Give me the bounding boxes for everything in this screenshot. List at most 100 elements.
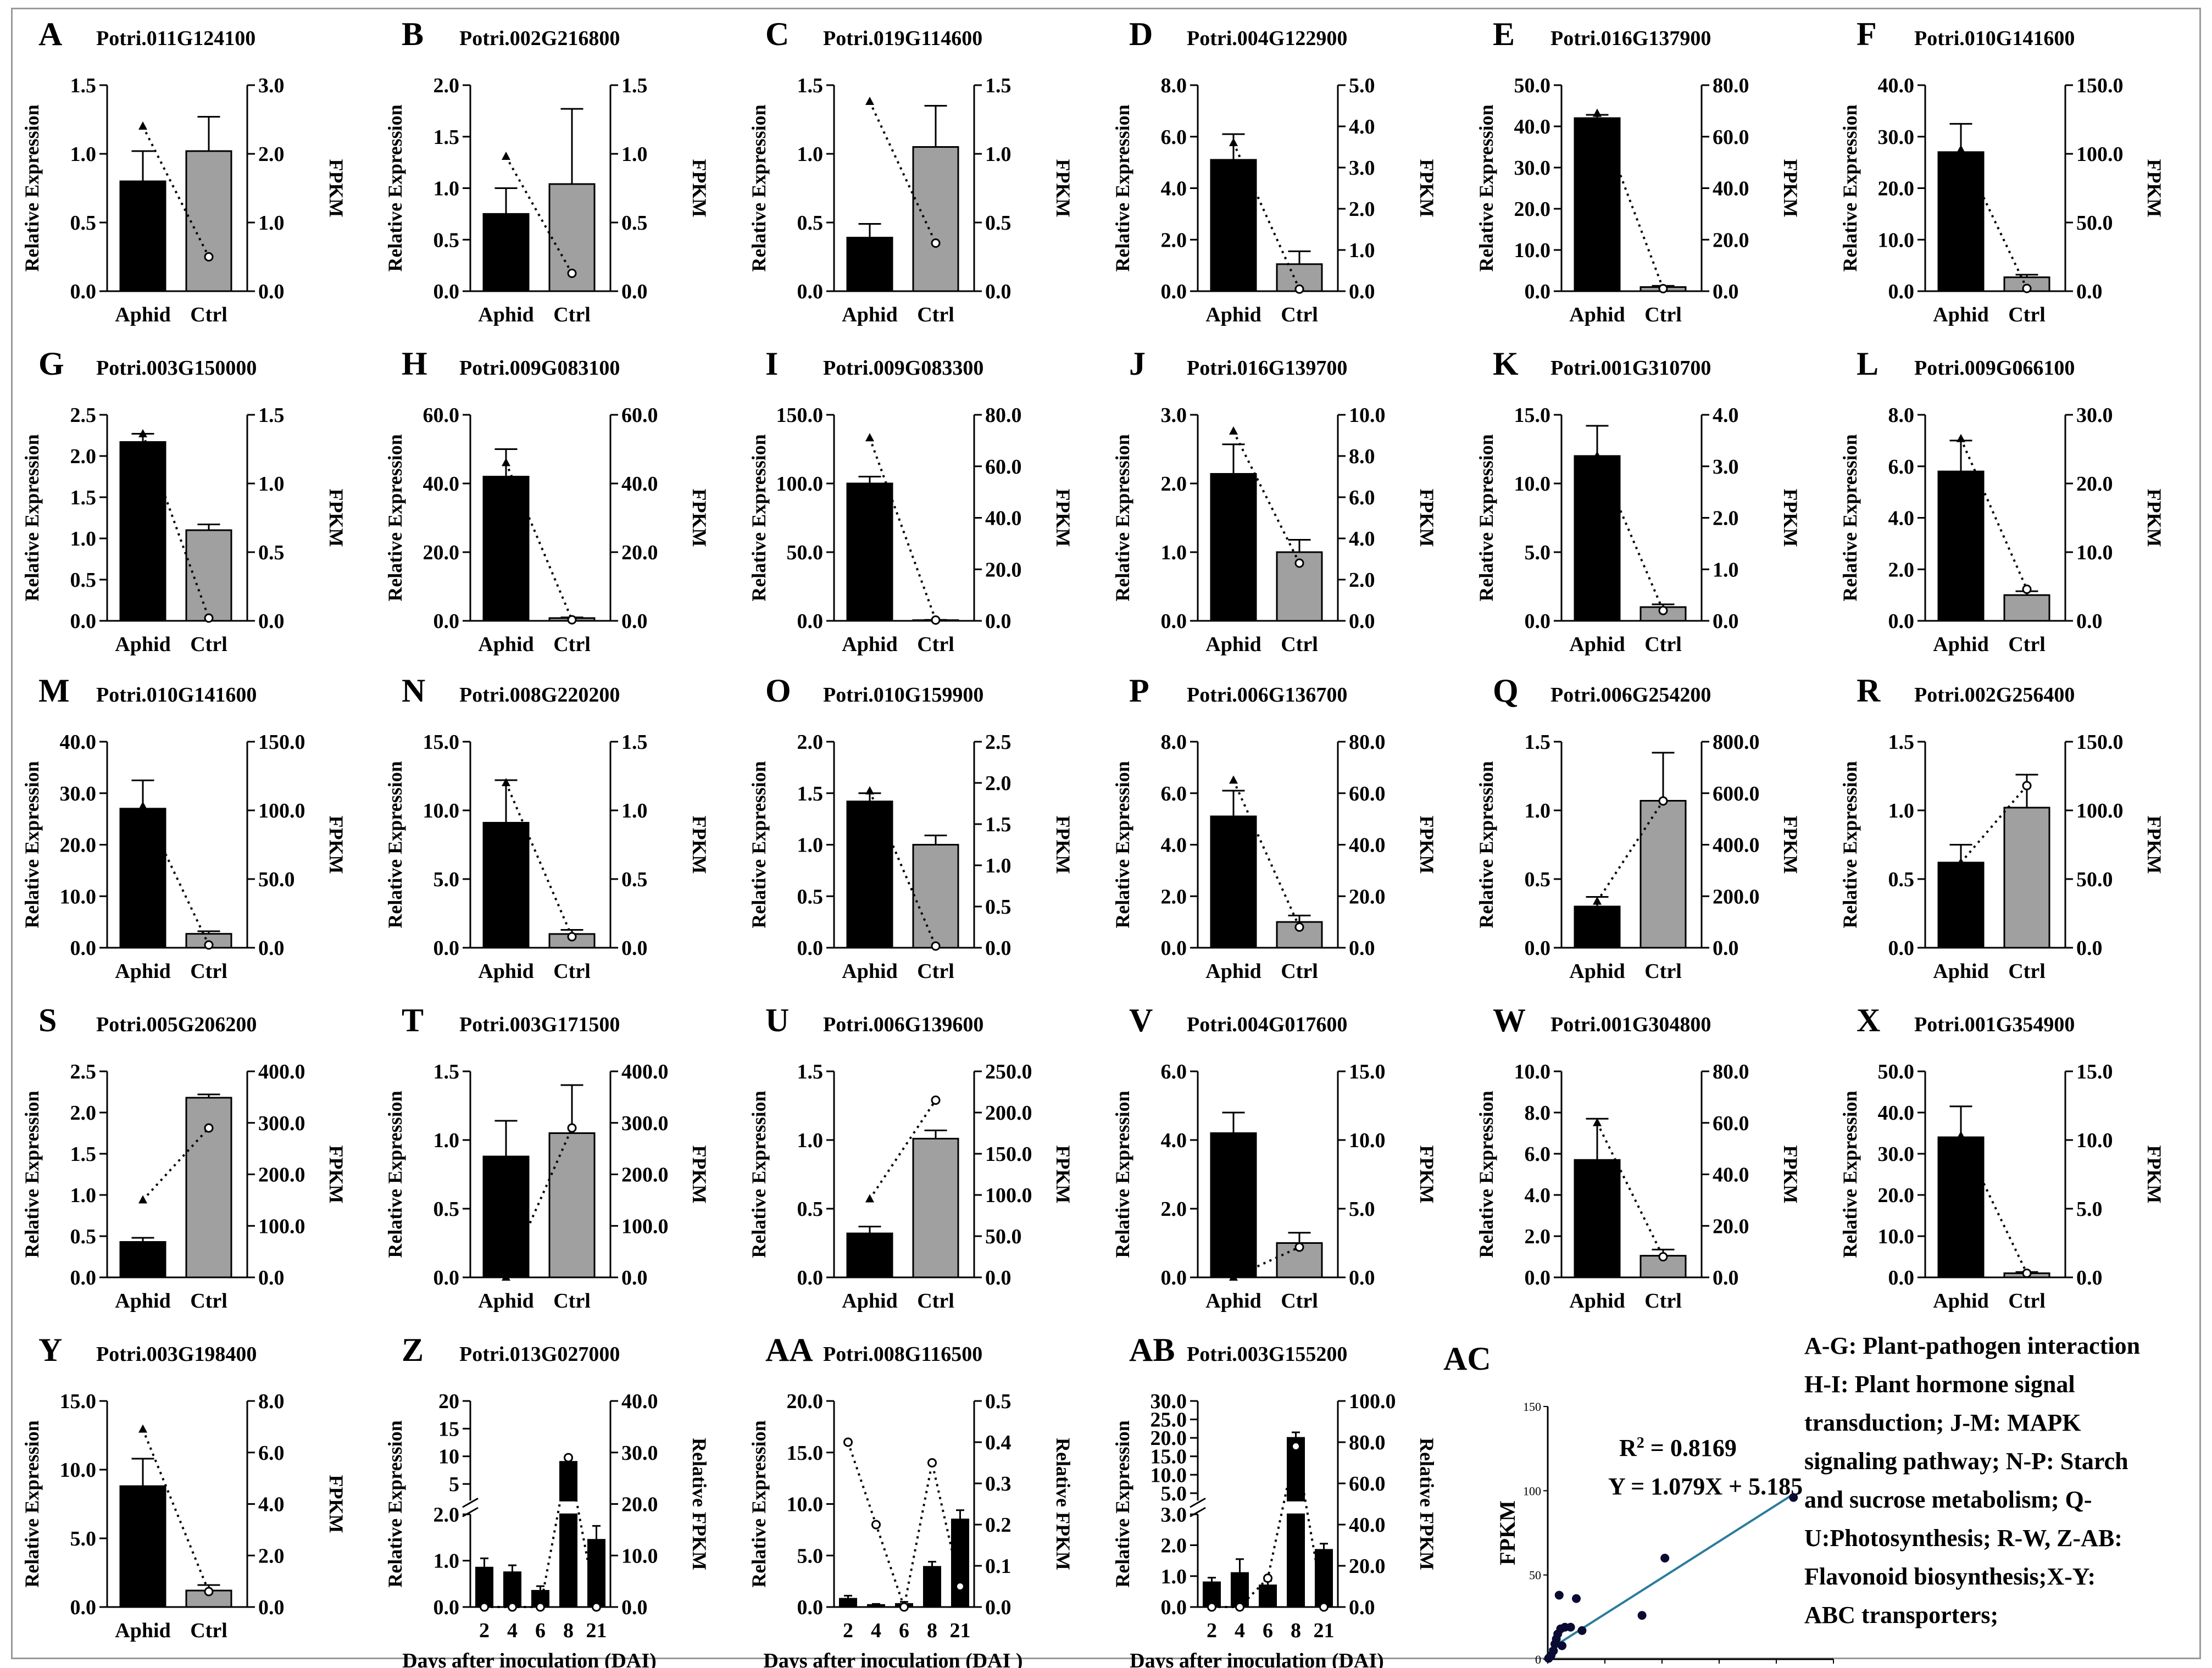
- fpkm-marker-l-0: [1957, 433, 1965, 442]
- legend-line-4: signaling pathway; N-P: Starch: [1804, 1448, 2128, 1475]
- ytick-label-left-m: 0.0: [70, 937, 97, 960]
- panel-title-n: Potri.008G220200: [459, 683, 620, 707]
- xtick-label-ac: 0: [1545, 1666, 1551, 1668]
- ytick-label-left-n: 15.0: [423, 731, 460, 754]
- bar-w-0: [1574, 1159, 1621, 1278]
- ylabel-left-d: Relative Expression: [1111, 104, 1133, 271]
- ylabel-left-n: Relative Expression: [384, 761, 406, 928]
- ytick-label-right-aa: 0.0: [985, 1596, 1011, 1619]
- ytick-label-right-aa: 0.4: [985, 1431, 1011, 1454]
- bar-p-1: [1276, 921, 1323, 949]
- ytick-label-left-g: 2.5: [70, 404, 97, 427]
- ytick-label-left-q: 1.0: [1525, 799, 1551, 822]
- xtick-label-c: Aphid: [842, 303, 897, 326]
- ytick-label-left-k: 15.0: [1514, 404, 1551, 427]
- bar-b-0: [482, 213, 530, 292]
- xtick-label-x: Aphid: [1933, 1289, 1988, 1313]
- fpkm-marker-s-0: [138, 1195, 147, 1204]
- fpkm-line-x: [1960, 1135, 2028, 1274]
- ytick-label-right-k: 3.0: [1713, 455, 1739, 479]
- xtick-label-r: Ctrl: [2008, 960, 2046, 983]
- ytick-label-left-p: 2.0: [1161, 885, 1187, 908]
- ytick-label-right-aa: 0.3: [985, 1472, 1011, 1495]
- fpkm-marker-x-0: [1957, 1131, 1965, 1139]
- xtick-label-l: Ctrl: [2008, 633, 2046, 656]
- panel-title-k: Potri.001G310700: [1550, 357, 1711, 380]
- xtick-label-m: Aphid: [115, 960, 170, 983]
- bar-y-0: [119, 1485, 166, 1608]
- fpkm-marker-z-2: [536, 1602, 545, 1612]
- scatter-point-ac-3: [1549, 1646, 1558, 1655]
- ytick-label-left-b: 0.5: [433, 229, 460, 252]
- fpkm-marker-t-1: [567, 1123, 577, 1133]
- panel-title-q: Potri.006G254200: [1550, 683, 1711, 707]
- ytick-label-right-ab: 60.0: [1349, 1472, 1386, 1495]
- bar-ab-1: [1231, 1572, 1249, 1608]
- ytick-label-right-k: 2.0: [1713, 507, 1739, 530]
- ytick-label-left-h: 0.0: [433, 610, 460, 633]
- fpkm-marker-r-0: [1957, 858, 1965, 866]
- ytick-label-right-d: 2.0: [1349, 198, 1375, 221]
- ytick-label-left-r: 0.0: [1888, 937, 1915, 960]
- xtick-label-m: Ctrl: [190, 960, 227, 983]
- bar-p-0: [1210, 815, 1257, 949]
- ytick-label-right-t: 400.0: [621, 1060, 669, 1083]
- ytick-label-left-c: 1.0: [797, 143, 824, 166]
- ytick-label-right-d: 5.0: [1349, 74, 1375, 97]
- ytick-label-right-b: 0.5: [621, 212, 648, 235]
- pathway-legend: A-G: Plant-pathogen interaction H-I: Pla…: [1804, 1327, 2200, 1634]
- ylabel-left-h: Relative Expression: [384, 434, 406, 601]
- scatter-point-ac-9: [1558, 1641, 1566, 1650]
- ytick-label-left-r: 1.5: [1888, 731, 1915, 754]
- ytick-label-right-c: 1.0: [985, 143, 1011, 166]
- ylabel-right-u: FPKM: [1052, 1146, 1074, 1204]
- ytick-label-left-j: 0.0: [1161, 610, 1187, 633]
- xtick-label-z: 4: [507, 1619, 518, 1642]
- ytick-label-right-w: 20.0: [1713, 1215, 1749, 1238]
- ylabel-right-w: FPKM: [1780, 1146, 1802, 1204]
- fpkm-line-d: [1232, 142, 1300, 290]
- xtick-label-a: Ctrl: [190, 303, 227, 326]
- fpkm-marker-d-1: [1294, 284, 1304, 294]
- fpkm-line-v: [1233, 1246, 1300, 1278]
- fpkm-marker-a-1: [204, 252, 214, 262]
- ytick-label-right-d: 0.0: [1349, 280, 1375, 303]
- fpkm-marker-f-0: [1957, 144, 1965, 153]
- fpkm-marker-p-0: [1229, 775, 1238, 784]
- ytick-label-left-i: 50.0: [787, 541, 824, 564]
- ytick-label-right-t: 200.0: [621, 1164, 669, 1187]
- ytick-label-left-g: 0.0: [70, 610, 97, 633]
- panel-title-t: Potri.003G171500: [459, 1013, 620, 1036]
- fpkm-marker-aa-2: [899, 1602, 909, 1612]
- panel-title-x: Potri.001G354900: [1914, 1013, 2075, 1036]
- ytick-label-right-u: 50.0: [985, 1225, 1022, 1248]
- ytick-label-right-k: 0.0: [1713, 610, 1739, 633]
- ytick-label-right-g: 1.5: [258, 404, 285, 427]
- ytick-label-right-s: 300.0: [258, 1112, 305, 1135]
- legend-line-1: A-G: Plant-pathogen interaction: [1804, 1332, 2141, 1359]
- bar-s-0: [119, 1241, 166, 1278]
- ylabel-right-s: FPKM: [325, 1146, 347, 1204]
- ytick-label-right-t: 300.0: [621, 1112, 669, 1135]
- ytick-label-right-y: 4.0: [258, 1493, 285, 1516]
- ytick-label-right-l: 10.0: [2076, 541, 2113, 564]
- fpkm-marker-z-4: [592, 1602, 601, 1612]
- panel-title-d: Potri.004G122900: [1187, 27, 1347, 50]
- bar-r-0: [1937, 861, 1985, 949]
- ytick-label-left-e: 0.0: [1525, 280, 1551, 303]
- ylabel-left-s: Relative Expression: [21, 1091, 43, 1258]
- xtick-label-i: Aphid: [842, 633, 897, 656]
- ytick-label-right-h: 20.0: [621, 541, 658, 564]
- ytick-label-right-d: 3.0: [1349, 157, 1375, 180]
- ytick-label-right-aa: 0.5: [985, 1390, 1011, 1413]
- ytick-label-left-u: 1.5: [797, 1060, 824, 1083]
- fpkm-marker-ab-0: [1207, 1602, 1216, 1612]
- legend-line-7: Flavonoid biosynthesis;X-Y:: [1804, 1563, 2096, 1590]
- panel-letter-d: D: [1129, 16, 1153, 52]
- fpkm-marker-h-1: [567, 615, 577, 625]
- ytick-label-right-u: 200.0: [985, 1102, 1032, 1125]
- fpkm-marker-o-1: [931, 941, 941, 951]
- xtick-label-e: Aphid: [1569, 303, 1625, 326]
- ytick-label-left-i: 100.0: [776, 472, 824, 496]
- fpkm-marker-u-1: [931, 1096, 941, 1105]
